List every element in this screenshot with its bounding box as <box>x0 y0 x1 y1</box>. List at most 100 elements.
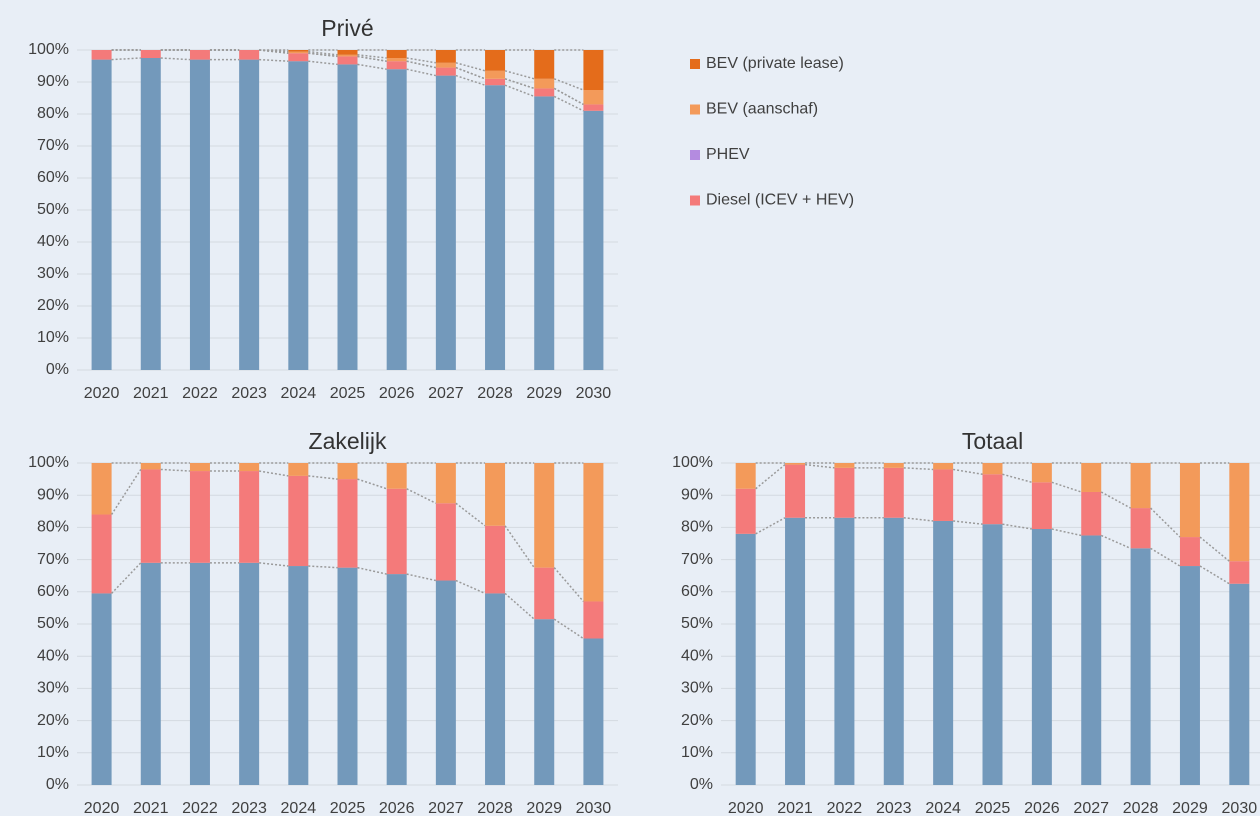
y-tick-label: 0% <box>46 776 69 793</box>
x-tick-label: 2020 <box>84 385 120 402</box>
x-tick-label: 2027 <box>428 385 464 402</box>
bar-segment <box>785 517 806 785</box>
series-connector <box>111 57 141 61</box>
bar-segment <box>1130 508 1151 549</box>
bar-segment <box>834 467 855 518</box>
chart-title: Zakelijk <box>309 428 387 454</box>
bar-segment <box>583 110 604 371</box>
bar-segment <box>534 96 555 371</box>
series-connector <box>259 58 289 62</box>
bar-segment <box>485 463 506 526</box>
y-tick-label: 90% <box>681 486 713 503</box>
bar-segment <box>982 524 1003 785</box>
series-connector <box>553 87 584 106</box>
bar-segment <box>534 78 555 89</box>
legend-swatch <box>690 104 700 115</box>
y-tick-label: 40% <box>681 647 713 664</box>
bar-segment <box>239 471 260 563</box>
bar-segment <box>288 566 309 785</box>
bar-segment <box>485 50 506 71</box>
bar-segment <box>386 58 407 62</box>
bar-segment <box>91 59 112 370</box>
bar-segment <box>583 50 604 90</box>
y-tick-label: 90% <box>37 486 69 503</box>
bar-segment <box>386 50 407 58</box>
bar-segment <box>933 520 954 785</box>
x-tick-label: 2024 <box>281 385 317 402</box>
y-tick-label: 80% <box>681 519 713 536</box>
series-connector <box>1100 491 1131 509</box>
x-tick-label: 2023 <box>231 800 267 816</box>
y-tick-label: 20% <box>37 712 69 729</box>
series-connector <box>455 579 486 595</box>
bar-segment <box>785 464 806 518</box>
x-tick-label: 2022 <box>182 385 218 402</box>
y-tick-label: 50% <box>37 615 69 632</box>
chart-title: Privé <box>321 15 373 41</box>
bar-segment <box>435 463 456 504</box>
bar-segment <box>883 467 904 518</box>
bar-segment <box>534 50 555 79</box>
series-connector <box>455 74 486 86</box>
bar-segment <box>933 463 954 470</box>
bar-segment <box>735 463 756 489</box>
x-tick-label: 2025 <box>330 800 366 816</box>
bar-segment <box>834 517 855 785</box>
bar-segment <box>435 50 456 63</box>
legend-label: PHEV <box>706 146 750 163</box>
series-connector <box>755 517 786 535</box>
bar-segment <box>583 601 604 639</box>
series-connector <box>308 50 338 56</box>
bar-segment <box>91 50 112 60</box>
series-connector <box>1051 528 1082 537</box>
series-connector <box>1051 481 1082 493</box>
bar-segment <box>735 488 756 534</box>
bar-segment <box>534 463 555 568</box>
x-tick-label: 2030 <box>576 385 612 402</box>
x-tick-label: 2022 <box>827 800 863 816</box>
series-connector <box>1100 534 1131 550</box>
bar-segment <box>140 58 161 370</box>
bar-segment <box>337 54 358 57</box>
bar-segment <box>583 463 604 602</box>
x-tick-label: 2029 <box>526 800 562 816</box>
series-connector <box>1002 473 1033 484</box>
series-connector <box>455 62 486 72</box>
y-tick-label: 50% <box>37 201 69 218</box>
series-connector <box>259 562 289 567</box>
bar-segment <box>785 463 806 465</box>
y-tick-label: 40% <box>37 233 69 250</box>
bar-segment <box>189 50 210 60</box>
bar-segment <box>583 90 604 105</box>
bar-segment <box>386 61 407 70</box>
series-connector <box>553 567 584 602</box>
series-connector <box>357 55 387 62</box>
y-tick-label: 80% <box>37 519 69 536</box>
series-connector <box>504 525 535 569</box>
bar-segment <box>1229 463 1250 562</box>
y-tick-label: 10% <box>37 744 69 761</box>
bar-segment <box>1179 537 1200 567</box>
bar-segment <box>534 88 555 97</box>
x-tick-label: 2020 <box>728 800 764 816</box>
x-tick-label: 2025 <box>330 385 366 402</box>
series-connector <box>1199 565 1230 585</box>
series-connector <box>903 467 934 471</box>
y-tick-label: 50% <box>681 615 713 632</box>
bar-segment <box>735 533 756 785</box>
bar-segment <box>485 85 506 370</box>
bar-segment <box>140 469 161 563</box>
y-tick-label: 30% <box>37 265 69 282</box>
x-tick-label: 2025 <box>975 800 1011 816</box>
x-tick-label: 2030 <box>1222 800 1258 816</box>
x-tick-label: 2024 <box>281 800 317 816</box>
series-connector <box>1150 507 1181 538</box>
bar-segment <box>435 62 456 68</box>
series-connector <box>308 565 338 569</box>
bar-segment <box>1031 529 1052 785</box>
series-connector <box>455 502 486 527</box>
x-tick-label: 2027 <box>1073 800 1109 816</box>
bar-segment <box>1081 535 1102 785</box>
y-tick-label: 60% <box>37 583 69 600</box>
y-tick-label: 30% <box>37 680 69 697</box>
